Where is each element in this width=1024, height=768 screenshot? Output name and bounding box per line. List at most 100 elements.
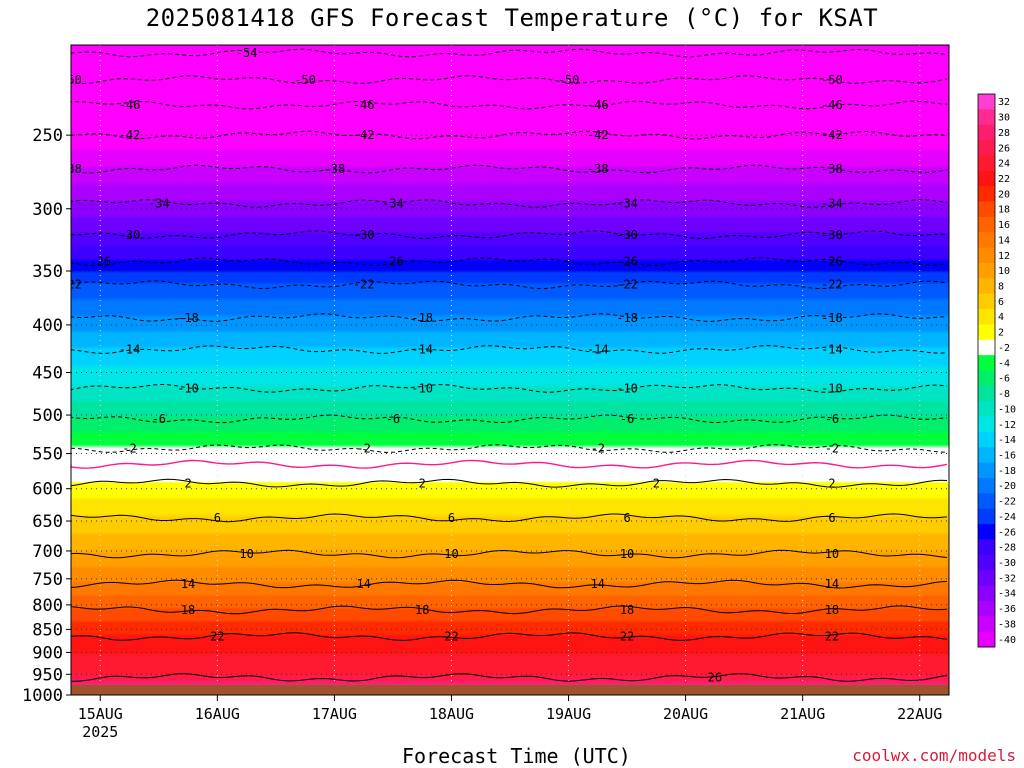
- contour-label: -2: [825, 441, 839, 455]
- x-tick-label: 17AUG: [312, 705, 357, 723]
- contour-label: -38: [60, 162, 82, 176]
- contour-label: 10: [239, 547, 253, 561]
- colorbar-label: 14: [998, 235, 1010, 246]
- colorbar-label: 32: [998, 97, 1010, 108]
- contour-label: 2: [653, 476, 660, 490]
- contour-label: -6: [152, 412, 166, 426]
- y-tick-label: 500: [32, 406, 63, 426]
- y-tick-label: 450: [32, 364, 63, 384]
- contour-line: [71, 100, 948, 110]
- contour-label: -10: [616, 381, 638, 395]
- colorbar: 32 30 28 26 24 22 20 18 16 14 12 10 8 6 4 2 -2 -4 -6 -8 -10 -…: [977, 93, 1016, 648]
- x-axis-label: Forecast Time (UTC): [402, 744, 631, 768]
- contour-label: -2: [356, 441, 370, 455]
- contour-label: 22: [620, 629, 634, 643]
- colorbar-label: 22: [998, 174, 1010, 185]
- contour-label: -30: [353, 228, 375, 242]
- x-tick-label: 18AUG: [429, 705, 474, 723]
- contour-label: -38: [821, 162, 843, 176]
- contour-label: 6: [828, 511, 835, 525]
- contour-label: -42: [353, 128, 375, 142]
- colorbar-label: 2: [998, 328, 1004, 339]
- colorbar-label: 8: [998, 282, 1004, 293]
- colorbar-swatch: [978, 600, 995, 617]
- contour-label: -22: [821, 278, 843, 292]
- colorbar-swatch: [978, 370, 995, 387]
- contour-line: [71, 130, 948, 140]
- x-tick-label: 20AUG: [663, 705, 708, 723]
- contour-label: -50: [821, 73, 843, 87]
- colorbar-swatch: [978, 216, 995, 233]
- colorbar-label: -22: [998, 497, 1016, 508]
- colorbar-label: -2: [998, 343, 1010, 354]
- colorbar-swatch: [978, 478, 995, 494]
- colorbar-swatch: [978, 554, 995, 571]
- contour-label: 18: [825, 603, 839, 617]
- colorbar-label: -34: [998, 589, 1016, 600]
- contour-line: [71, 48, 948, 58]
- colorbar-label: 10: [998, 266, 1010, 277]
- y-tick-label: 300: [32, 200, 63, 220]
- colorbar-swatch: [978, 585, 995, 602]
- plot-area: -54 -50 -50 -50 -50 -46 -46 -46 -46 -42 -42 -42 -42 -…: [60, 45, 949, 695]
- contour-label: -30: [616, 228, 638, 242]
- y-tick-label: 550: [32, 445, 63, 465]
- contour-label: -34: [148, 196, 170, 210]
- y-tick-label: 800: [32, 596, 63, 616]
- contour-label: -18: [411, 311, 433, 325]
- contour-label: -50: [294, 73, 316, 87]
- contour-label: 22: [444, 629, 458, 643]
- contour-label: -50: [60, 73, 82, 87]
- y-tick-label: 700: [32, 542, 63, 562]
- colorbar-label: -24: [998, 512, 1016, 523]
- contour-line: [71, 199, 948, 208]
- contour-label: 18: [181, 603, 195, 617]
- contour-label: -46: [587, 98, 609, 112]
- contour-label: -38: [587, 162, 609, 176]
- y-tick-label: 900: [32, 643, 63, 663]
- y-tick-label: 600: [32, 480, 63, 500]
- credit-link[interactable]: coolwx.com/models: [852, 746, 1016, 765]
- colorbar-label: 26: [998, 143, 1010, 154]
- contour-label: 6: [214, 511, 221, 525]
- gridlines: [71, 45, 949, 695]
- contour-label: -38: [324, 162, 346, 176]
- contour-label: -6: [620, 412, 634, 426]
- contour-label: -22: [616, 278, 638, 292]
- y-tick-label: 650: [32, 512, 63, 532]
- colorbar-swatch: [978, 247, 995, 264]
- colorbar-label: -38: [998, 620, 1016, 631]
- contour-label: -34: [821, 196, 843, 210]
- contour-label: 10: [825, 547, 839, 561]
- colorbar-swatch: [978, 416, 995, 433]
- colorbar-swatch: [978, 339, 995, 356]
- colorbar-swatch: [978, 293, 995, 310]
- contour-label: -42: [587, 128, 609, 142]
- y-tick-label: 750: [32, 570, 63, 590]
- colorbar-swatch: [978, 401, 995, 418]
- contour-label: -42: [821, 128, 843, 142]
- colorbar-swatch: [978, 155, 995, 172]
- contour-line: [71, 444, 948, 453]
- contour-label: -10: [821, 381, 843, 395]
- colorbar-swatch: [978, 385, 995, 402]
- y-tick-label: 400: [32, 316, 63, 336]
- colorbar-label: -26: [998, 527, 1016, 538]
- colorbar-swatch: [978, 232, 995, 249]
- plot-frame: [70, 44, 950, 696]
- contour-line: [71, 383, 948, 393]
- contour-label: 18: [415, 603, 429, 617]
- temperature-field: [71, 45, 949, 695]
- colorbar-label: 6: [998, 297, 1004, 308]
- colorbar-label: 12: [998, 251, 1010, 262]
- chart-title: 2025081418 GFS Forecast Temperature (°C)…: [145, 4, 879, 32]
- contour-label: 22: [210, 629, 224, 643]
- contour-label: -54: [236, 46, 258, 60]
- colorbar-swatch: [978, 309, 995, 325]
- colorbar-label: 20: [998, 189, 1010, 200]
- colorbar-label: -28: [998, 543, 1016, 554]
- x-tick-label: 19AUG: [546, 705, 591, 723]
- contour-label: -22: [60, 278, 82, 292]
- colorbar-swatch: [978, 186, 995, 203]
- colorbar-swatch: [978, 278, 995, 295]
